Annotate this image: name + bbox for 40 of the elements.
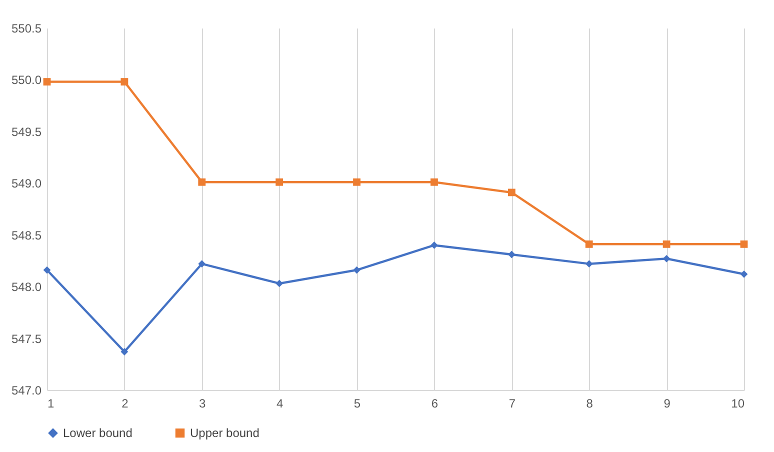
- point: [353, 266, 360, 274]
- y-tick-label: 549.5: [11, 124, 42, 139]
- x-tick-label: 5: [354, 396, 361, 410]
- point: [662, 254, 670, 262]
- point: [353, 178, 360, 186]
- point: [430, 241, 438, 249]
- point: [585, 260, 593, 268]
- y-tick-label: 550.0: [11, 73, 42, 88]
- y-tick-label: 548.5: [11, 228, 42, 242]
- y-tick-label: 548.0: [11, 280, 42, 294]
- point: [508, 250, 516, 258]
- x-tick-label: 10: [731, 396, 745, 410]
- point: [120, 348, 128, 356]
- x-tick-label: 3: [199, 396, 206, 410]
- x-tick-label: 6: [431, 396, 438, 410]
- x-tick-label: 2: [122, 396, 129, 410]
- x-tick-label: 7: [508, 396, 516, 410]
- point: [43, 78, 51, 86]
- point: [740, 270, 748, 278]
- point: [120, 78, 128, 86]
- point: [585, 240, 593, 248]
- point: [662, 240, 670, 248]
- point: [198, 260, 206, 268]
- point: [276, 280, 284, 288]
- x-tick-label: 8: [586, 396, 594, 410]
- point: [43, 266, 51, 274]
- point: [430, 178, 438, 186]
- x-tick-label: 4: [276, 396, 284, 410]
- y-tick-label: 547.0: [11, 384, 42, 398]
- legend-label: Lower bound: [63, 426, 132, 440]
- point: [740, 240, 748, 248]
- point: [276, 178, 284, 186]
- legend-label: Upper bound: [190, 426, 260, 440]
- x-tick-label: 1: [48, 396, 54, 410]
- x-tick-label: 9: [664, 396, 671, 410]
- point: [198, 178, 206, 186]
- y-tick-label: 547.5: [11, 332, 42, 346]
- y-tick-label: 549.0: [11, 176, 42, 191]
- point: [508, 188, 516, 196]
- y-tick-label: 550.5: [11, 22, 42, 36]
